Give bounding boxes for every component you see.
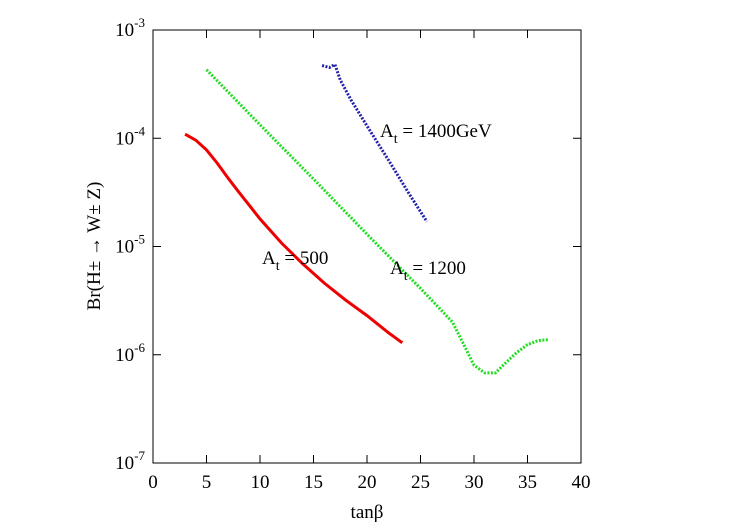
series-annotation: At = 1200 xyxy=(390,258,466,284)
y-axis-label: Br(H± → W± Z) xyxy=(84,182,105,311)
y-tick-label: 10-3 xyxy=(115,15,145,41)
series-line xyxy=(205,68,550,375)
y-tick-label: 10-6 xyxy=(115,340,145,366)
x-tick-label: 10 xyxy=(251,472,270,493)
series-line xyxy=(184,132,404,345)
series-annotation: At = 1400GeV xyxy=(380,121,492,147)
y-tick-label: 10-4 xyxy=(115,123,145,149)
x-axis-label: tanβ xyxy=(351,502,384,523)
x-tick-label: 35 xyxy=(518,472,537,493)
y-tick-label: 10-7 xyxy=(115,448,145,474)
x-tick-label: 40 xyxy=(572,472,591,493)
series-annotation: At = 500 xyxy=(262,248,328,274)
x-tick-label: 20 xyxy=(358,472,377,493)
x-tick-label: 25 xyxy=(411,472,430,493)
x-tick-label: 15 xyxy=(304,472,323,493)
plot-frame xyxy=(152,29,582,464)
y-tick-label: 10-5 xyxy=(115,232,145,258)
x-tick-label: 0 xyxy=(148,472,158,493)
x-tick-label: 5 xyxy=(202,472,212,493)
series-line xyxy=(321,62,429,223)
x-tick-label: 30 xyxy=(465,472,484,493)
